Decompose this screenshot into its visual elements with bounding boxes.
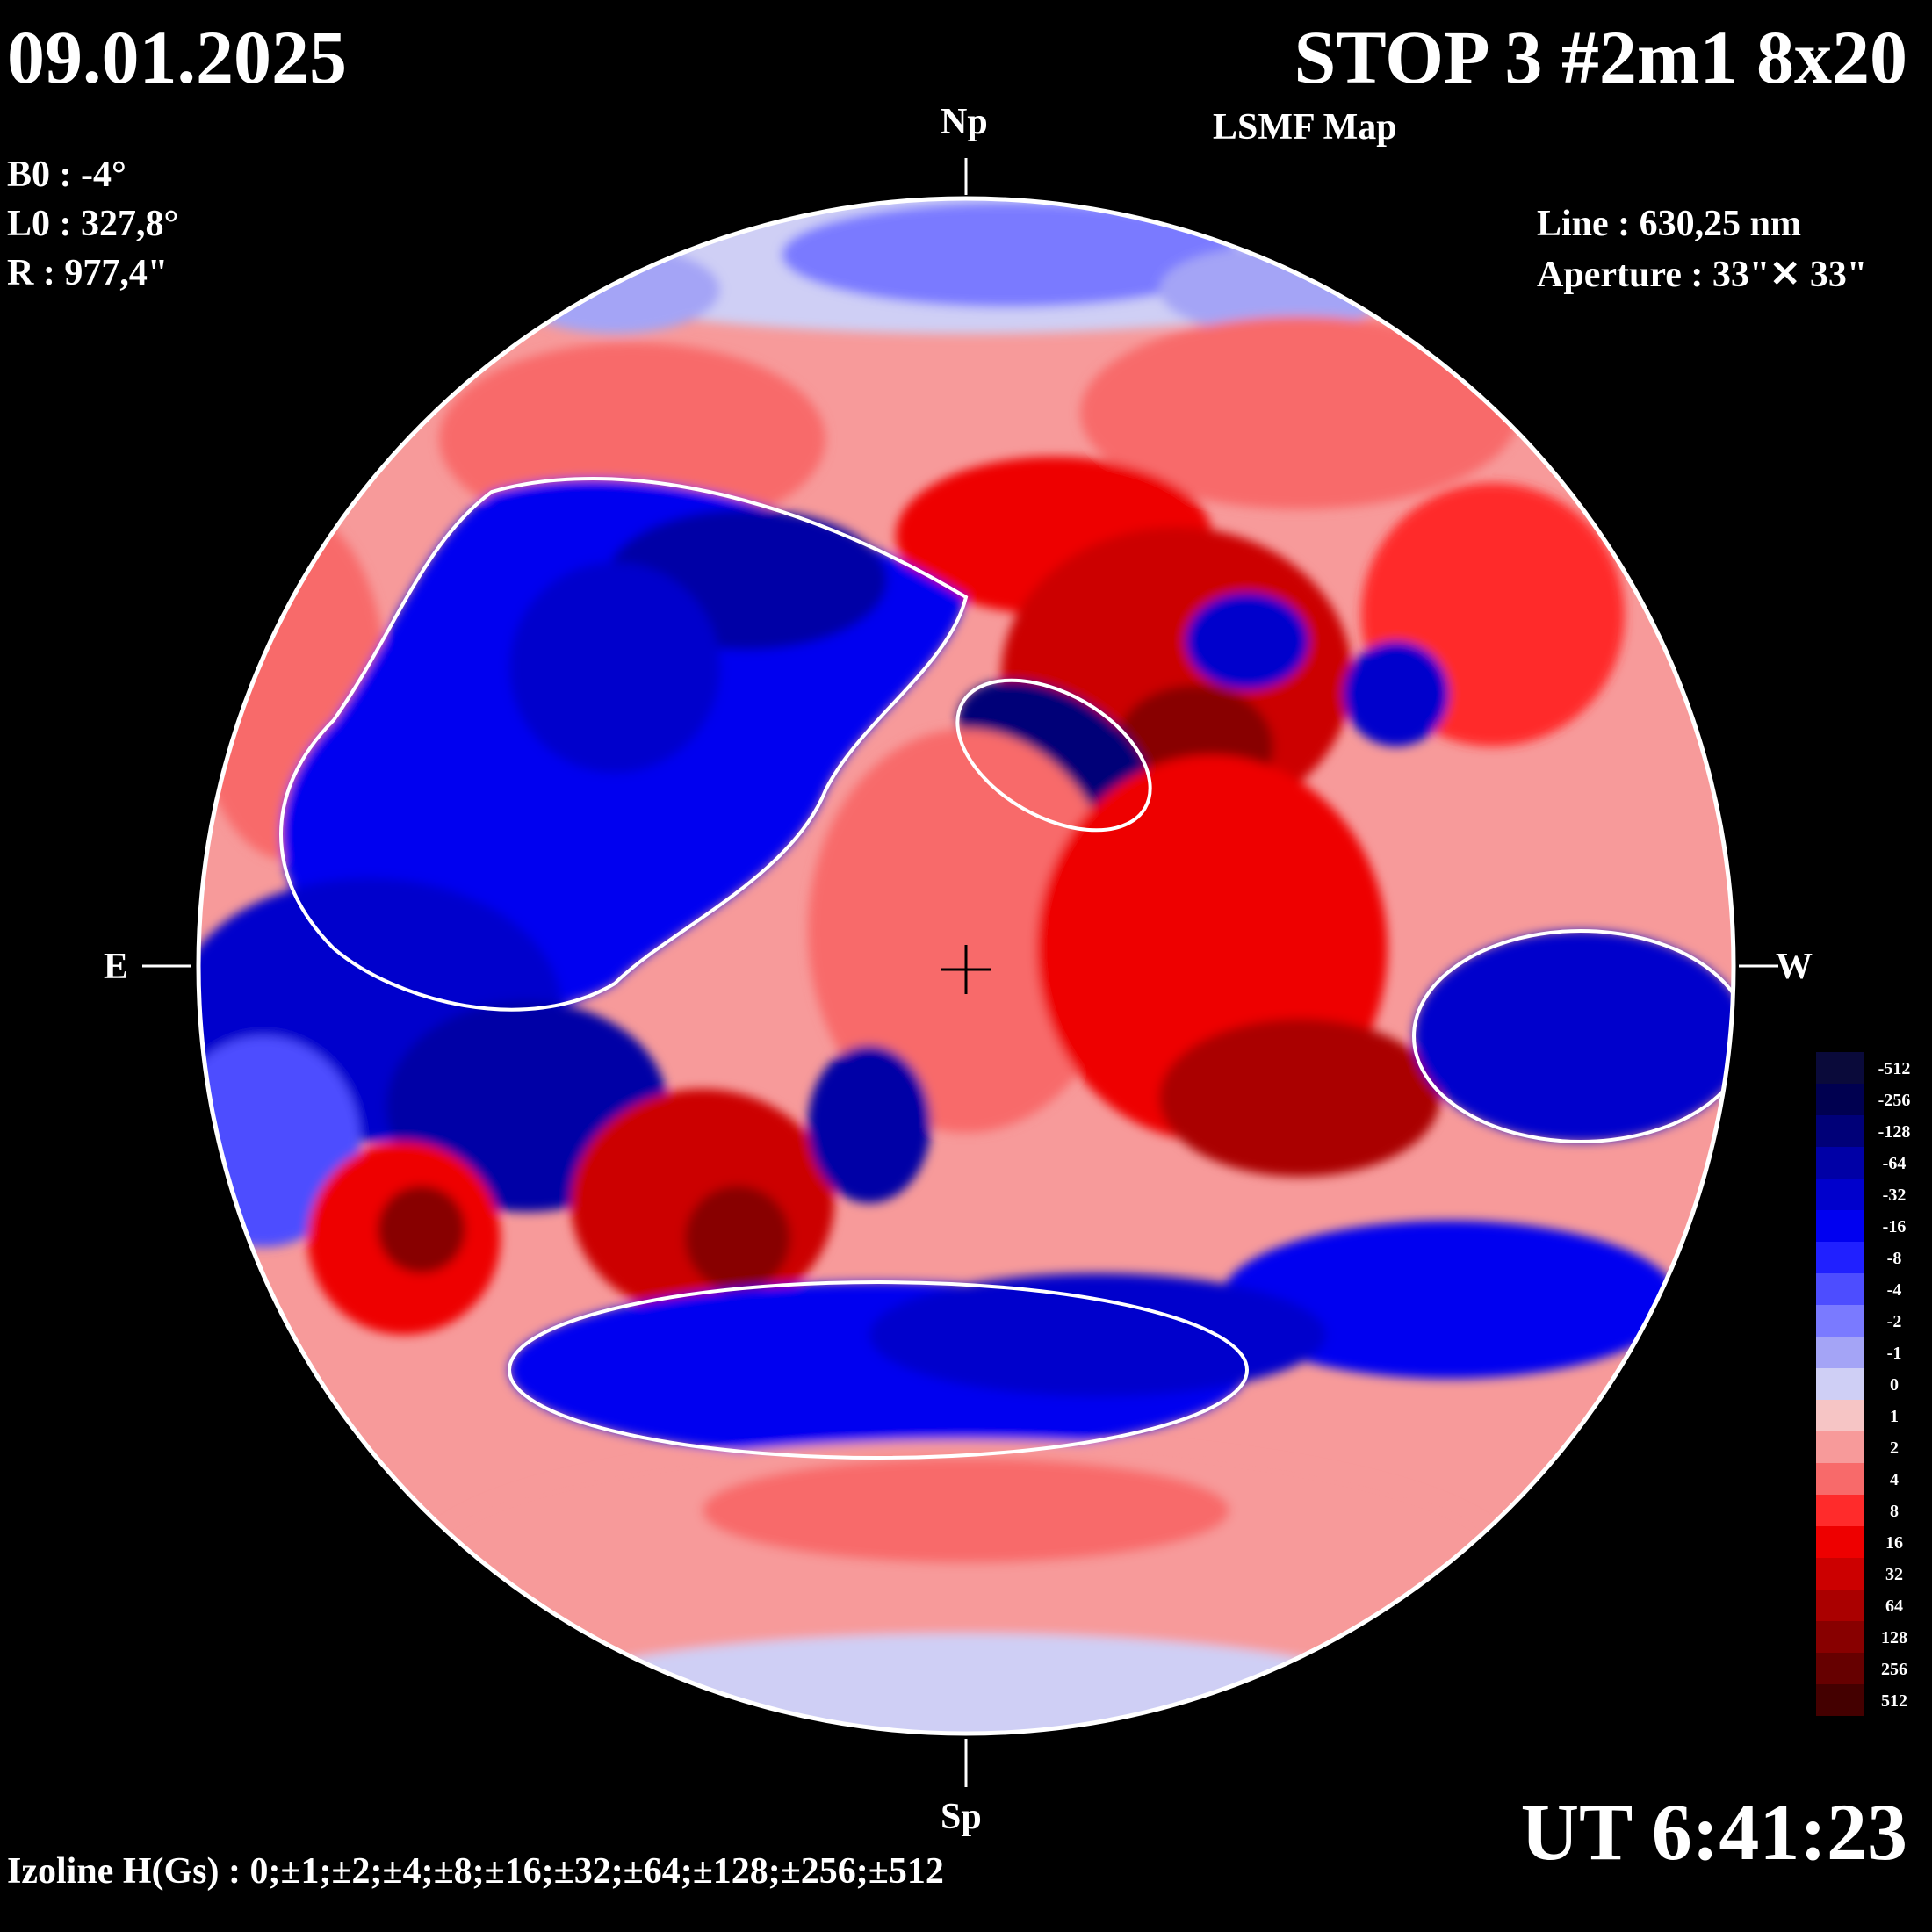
scale-swatch [1816, 1273, 1864, 1305]
scale-swatch [1816, 1684, 1864, 1716]
scale-level: 16 [1816, 1526, 1928, 1558]
scale-label: 512 [1881, 1691, 1907, 1711]
scale-swatch [1816, 1400, 1864, 1431]
scale-label: -4 [1886, 1280, 1902, 1300]
scale-swatch [1816, 1495, 1864, 1526]
field-regions [198, 198, 1734, 1734]
scale-level: -64 [1816, 1147, 1928, 1179]
scale-label: 1 [1890, 1407, 1899, 1426]
scale-level: -1 [1816, 1337, 1928, 1368]
zero-isolines [279, 477, 1734, 1460]
south-pole-label: Sp [941, 1797, 982, 1837]
scale-swatch [1816, 1590, 1864, 1621]
map-subtitle: LSMF Map [1213, 107, 1397, 148]
scale-swatch [1816, 1147, 1864, 1179]
param-r: R : 977,4" [7, 253, 169, 293]
scale-swatch [1816, 1368, 1864, 1400]
scale-label: 256 [1881, 1660, 1907, 1679]
scale-label: -512 [1878, 1059, 1911, 1078]
scale-swatch [1816, 1084, 1864, 1115]
scale-level: -2 [1816, 1305, 1928, 1337]
scale-label: 4 [1890, 1470, 1899, 1489]
scale-level: -256 [1816, 1084, 1928, 1115]
scale-level: 128 [1816, 1621, 1928, 1653]
scale-level: -8 [1816, 1242, 1928, 1273]
scale-level: 256 [1816, 1653, 1928, 1684]
scale-level: 0 [1816, 1368, 1928, 1400]
scale-level: 2 [1816, 1431, 1928, 1463]
param-line: Line : 630,25 nm [1537, 204, 1802, 244]
scale-label: 8 [1890, 1502, 1899, 1521]
param-l0: L0 : 327,8° [7, 204, 179, 244]
scale-level: 64 [1816, 1590, 1928, 1621]
axis-ticks [142, 158, 1778, 1787]
scale-label: -8 [1886, 1249, 1902, 1268]
scale-label: -16 [1882, 1217, 1907, 1236]
scale-level: -16 [1816, 1210, 1928, 1242]
scale-label: -2 [1886, 1312, 1902, 1331]
param-aperture: Aperture : 33"✕ 33" [1537, 255, 1868, 295]
scale-level: -32 [1816, 1179, 1928, 1210]
param-b0: B0 : -4° [7, 155, 126, 195]
disk-rim [196, 196, 1736, 1736]
scale-label: 0 [1890, 1375, 1899, 1395]
scale-swatch [1816, 1052, 1864, 1084]
scale-label: -128 [1878, 1122, 1911, 1142]
scale-label: 2 [1890, 1438, 1899, 1458]
scale-level: 512 [1816, 1684, 1928, 1716]
center-crosshair [941, 945, 991, 994]
scale-swatch [1816, 1242, 1864, 1273]
scale-label: -64 [1882, 1154, 1907, 1173]
scale-level: -512 [1816, 1052, 1928, 1084]
scale-swatch [1816, 1558, 1864, 1590]
scale-label: 64 [1885, 1597, 1903, 1616]
date-label: 09.01.2025 [7, 15, 347, 99]
scale-level: 1 [1816, 1400, 1928, 1431]
scale-label: 32 [1885, 1565, 1903, 1584]
scale-swatch [1816, 1210, 1864, 1242]
scale-level: -128 [1816, 1115, 1928, 1147]
scale-label: -32 [1882, 1186, 1907, 1205]
ut-time: UT 6:41:23 [1520, 1787, 1907, 1877]
scale-level: 8 [1816, 1495, 1928, 1526]
scale-label: 128 [1881, 1628, 1907, 1647]
scale-swatch [1816, 1653, 1864, 1684]
scale-swatch [1816, 1526, 1864, 1558]
scale-swatch [1816, 1179, 1864, 1210]
izoline-legend: Izoline H(Gs) : 0;±1;±2;±4;±8;±16;±32;±6… [7, 1851, 944, 1892]
west-label: W [1776, 947, 1813, 987]
scale-swatch [1816, 1431, 1864, 1463]
scale-label: -1 [1886, 1344, 1902, 1363]
east-label: E [104, 947, 129, 987]
scale-swatch [1816, 1337, 1864, 1368]
north-pole-label: Np [941, 102, 988, 142]
scale-swatch [1816, 1305, 1864, 1337]
scale-level: 32 [1816, 1558, 1928, 1590]
map-title: STOP 3 #2m1 8x20 [1294, 15, 1907, 99]
scale-swatch [1816, 1463, 1864, 1495]
scale-level: -4 [1816, 1273, 1928, 1305]
scale-swatch [1816, 1621, 1864, 1653]
scale-label: 16 [1885, 1533, 1903, 1553]
scale-level: 4 [1816, 1463, 1928, 1495]
scale-swatch [1816, 1115, 1864, 1147]
scale-label: -256 [1878, 1091, 1911, 1110]
